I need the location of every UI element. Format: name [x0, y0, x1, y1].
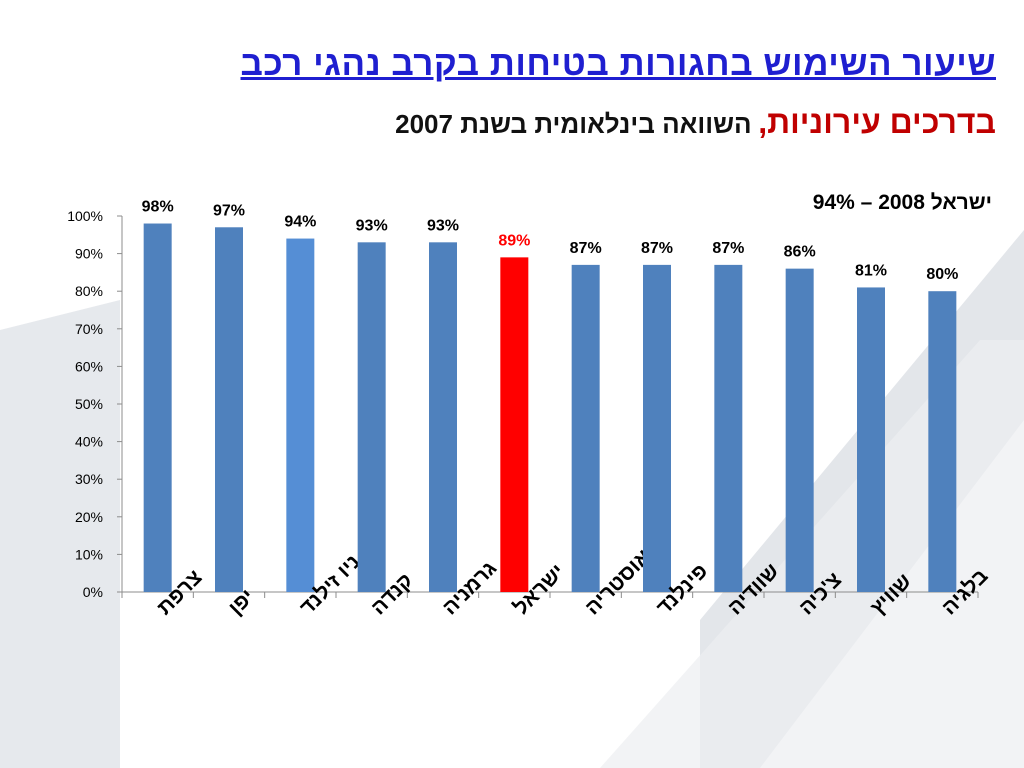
bar-value-label: 86% [784, 244, 816, 261]
bar-value-label: 87% [712, 240, 744, 257]
y-tick-label: 80% [75, 283, 103, 299]
y-tick-label: 20% [75, 509, 103, 525]
y-tick-label: 30% [75, 471, 103, 487]
slide-title: שיעור השימוש בחגורות בטיחות בקרב נהגי רכ… [240, 44, 996, 83]
subtitle-text: השוואה בינלאומית בשנת 2007 [395, 109, 752, 139]
y-tick-label: 60% [75, 358, 103, 374]
bar-value-label: 97% [213, 202, 245, 219]
bar [215, 227, 243, 592]
y-tick-label: 10% [75, 546, 103, 562]
bar-value-label: 94% [284, 214, 316, 231]
bar [429, 242, 457, 592]
subtitle-highlight: בדרכים עירוניות, [758, 104, 996, 140]
y-tick-label: 40% [75, 434, 103, 450]
bar-value-label: 80% [926, 266, 958, 283]
bar [286, 238, 315, 592]
bar-value-label: 87% [570, 240, 602, 257]
y-tick-label: 90% [75, 246, 103, 262]
bar [500, 257, 529, 592]
y-tick-label: 100% [67, 208, 103, 224]
bar-value-label: 89% [498, 232, 530, 249]
bar [643, 264, 671, 592]
bar-value-label: 87% [641, 240, 673, 257]
bar [928, 291, 957, 592]
bar-value-label: 93% [356, 217, 388, 234]
bar [857, 287, 885, 592]
y-tick-label: 50% [75, 396, 103, 412]
bar [357, 242, 386, 592]
bar [143, 223, 172, 592]
bar-value-label: 98% [142, 199, 174, 216]
bar-value-label: 81% [855, 262, 887, 279]
slide-subtitle: בדרכים עירוניות, השוואה בינלאומית בשנת 2… [395, 104, 996, 141]
bar-value-label: 93% [427, 217, 459, 234]
israel-2008-annotation: ישראל 2008 – 94% [812, 191, 992, 214]
y-tick-label: 0% [83, 584, 103, 600]
bar [714, 264, 743, 592]
bar [571, 264, 600, 592]
y-tick-label: 70% [75, 321, 103, 337]
bar [785, 268, 814, 592]
